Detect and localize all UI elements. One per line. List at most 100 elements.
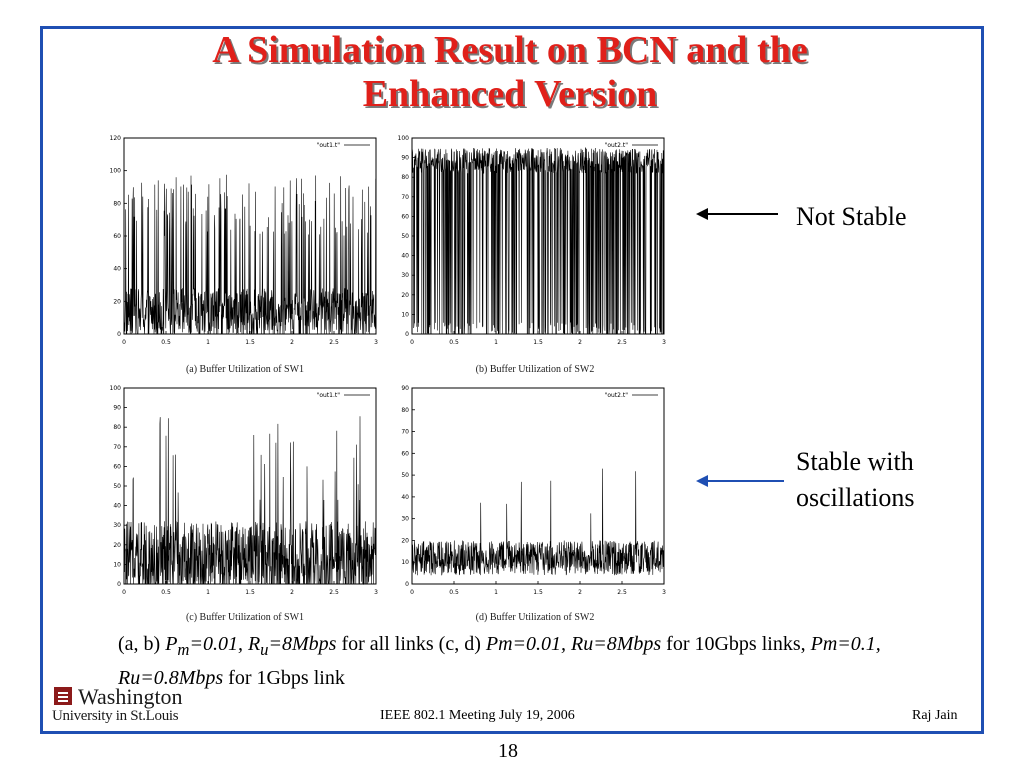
- x-tick-label: 3: [662, 339, 666, 346]
- chart-c-svg: 0 0.5 1 1.5 2 2.5 30102030405060708090100"out1…: [110, 385, 379, 596]
- x-tick-label: 3: [374, 589, 378, 596]
- y-tick-label: 30: [401, 516, 409, 523]
- x-tick-label: 1: [494, 339, 498, 346]
- y-tick-label: 40: [113, 503, 121, 510]
- x-tick-label: 0: [410, 589, 414, 596]
- y-tick-label: 60: [113, 463, 121, 470]
- y-tick-label: 60: [113, 233, 121, 240]
- y-tick-label: 0: [117, 581, 121, 588]
- desc-text: for 1Gbps link: [223, 667, 345, 689]
- chart-c-caption: (c) Buffer Utilization of SW1: [185, 612, 305, 623]
- chart-d-caption: (d) Buffer Utilization of SW2: [475, 612, 595, 623]
- y-tick-label: 10: [401, 311, 409, 318]
- y-tick-label: 40: [401, 253, 409, 260]
- x-tick-label: 0.5: [449, 589, 459, 596]
- chart-a-svg: 0 0.5 1 1.5 2 2.5 3 0 20 40 60 80 100 120 "out1.t": [110, 135, 379, 346]
- x-tick-label: 2: [578, 339, 582, 346]
- y-tick-label: 100: [110, 168, 122, 175]
- desc-text: (a, b): [118, 633, 166, 655]
- slide-frame: [40, 26, 984, 734]
- desc-sub: u: [260, 640, 269, 659]
- chart-c: 0 0.5 1 1.5 2 2.5 3 0 10 20 30 40 50 60 70 80 90 100 "out1…: [106, 382, 382, 600]
- y-tick-label: 80: [401, 407, 409, 414]
- logo-wordmark-top: Washington: [78, 684, 183, 709]
- x-tick-label: 2: [290, 339, 294, 346]
- desc-italic: =8Mbps: [268, 633, 337, 655]
- page-number: 18: [498, 740, 518, 762]
- series-trace: [123, 174, 377, 335]
- y-tick-label: 80: [113, 200, 121, 207]
- y-tick-label: 50: [401, 472, 409, 479]
- x-tick-label: 0.5: [161, 589, 171, 596]
- x-tick-label: 0: [122, 589, 126, 596]
- chart-a-caption: (a) Buffer Utilization of SW1: [185, 364, 305, 375]
- desc-sub: m: [177, 640, 190, 659]
- desc-italic: Pm=0.01, Ru=8Mbps: [485, 633, 662, 655]
- x-tick-label: 2.5: [617, 339, 627, 346]
- legend-label: "out1.t": [317, 392, 341, 399]
- chart-b-caption: (b) Buffer Utilization of SW2: [475, 364, 595, 375]
- shield-icon: [54, 687, 72, 705]
- y-tick-label: 50: [401, 233, 409, 240]
- x-tick-label: 1.5: [533, 339, 543, 346]
- y-tick-label: 20: [113, 542, 121, 549]
- x-tick-label: 2.5: [329, 339, 339, 346]
- x-tick-label: 1.5: [533, 589, 543, 596]
- y-tick-label: 20: [113, 298, 121, 305]
- x-tick-label: 1: [206, 339, 210, 346]
- desc-text: for all links (c, d): [336, 633, 486, 655]
- legend-background: [602, 140, 662, 149]
- chart-a: 0 0.5 1 1.5 2 2.5 3 0 20 40 60 80 100 120 "out1.t": [106, 132, 382, 350]
- series-trace: [123, 416, 377, 586]
- title-line-2: Enhanced Version: [362, 73, 658, 115]
- legend-label: "out1.t": [317, 142, 341, 149]
- legend-label: "out2.t": [605, 142, 629, 149]
- logo-wordmark-bottom: University in St.Louis: [52, 708, 179, 724]
- x-tick-label: 2: [290, 589, 294, 596]
- y-tick-label: 70: [113, 444, 121, 451]
- y-tick-label: 30: [401, 272, 409, 279]
- annotation-stable-line-2: oscillations: [796, 483, 915, 512]
- y-tick-label: 80: [401, 174, 409, 181]
- y-tick-label: 40: [401, 494, 409, 501]
- desc-italic: Pm=0.1, Ru=0.8Mbps: [118, 633, 881, 689]
- series-trace: [411, 147, 665, 335]
- y-tick-label: 10: [401, 559, 409, 566]
- y-tick-label: 90: [401, 155, 409, 162]
- y-tick-label: 120: [110, 135, 122, 142]
- x-tick-label: 1: [494, 589, 498, 596]
- x-tick-label: 0: [122, 339, 126, 346]
- x-tick-label: 0: [410, 339, 414, 346]
- university-logo: Washington University in St.Louis: [52, 684, 202, 730]
- annotation-stable: Stable with oscillations: [796, 444, 914, 516]
- y-tick-label: 100: [398, 135, 410, 142]
- desc-italic: P: [165, 633, 178, 655]
- x-tick-label: 3: [662, 589, 666, 596]
- desc-text: for 10Gbps links,: [661, 633, 811, 655]
- footer-author: Raj Jain: [912, 708, 958, 723]
- desc-italic: =0.01, R: [189, 633, 261, 655]
- parameter-description: (a, b) Pm=0.01, Ru=8Mbps for all links (…: [118, 630, 958, 692]
- x-tick-label: 3: [374, 339, 378, 346]
- y-tick-label: 80: [113, 424, 121, 431]
- chart-d: 0 0.5 1 1.5 2 2.5 3 0 10 20 30 40 50 60 70 80 90 "out2.t": [394, 382, 670, 600]
- x-tick-label: 0.5: [161, 339, 171, 346]
- slide-title: A Simulation Result on BCN and the Enhan…: [60, 28, 960, 116]
- chart-b-svg: 0 0.5 1 1.5 2 2.5 30102030405060708090100"out2…: [398, 135, 667, 346]
- x-tick-label: 0.5: [449, 339, 459, 346]
- y-tick-label: 10: [113, 561, 121, 568]
- chart-b: 0 0.5 1 1.5 2 2.5 3 0 10 20 30 40 50 60 70 80 90 100 "out2…: [394, 132, 670, 350]
- x-tick-label: 2.5: [617, 589, 627, 596]
- y-tick-label: 70: [401, 429, 409, 436]
- annotation-stable-line-1: Stable with: [796, 447, 914, 476]
- legend-label: "out2.t": [605, 392, 629, 399]
- y-tick-label: 60: [401, 213, 409, 220]
- y-tick-label: 60: [401, 450, 409, 457]
- y-tick-label: 0: [117, 331, 121, 338]
- x-tick-label: 2: [578, 589, 582, 596]
- y-tick-label: 40: [113, 266, 121, 273]
- arrow-left-icon: [696, 475, 784, 487]
- y-tick-label: 70: [401, 194, 409, 201]
- x-tick-label: 1.5: [245, 339, 255, 346]
